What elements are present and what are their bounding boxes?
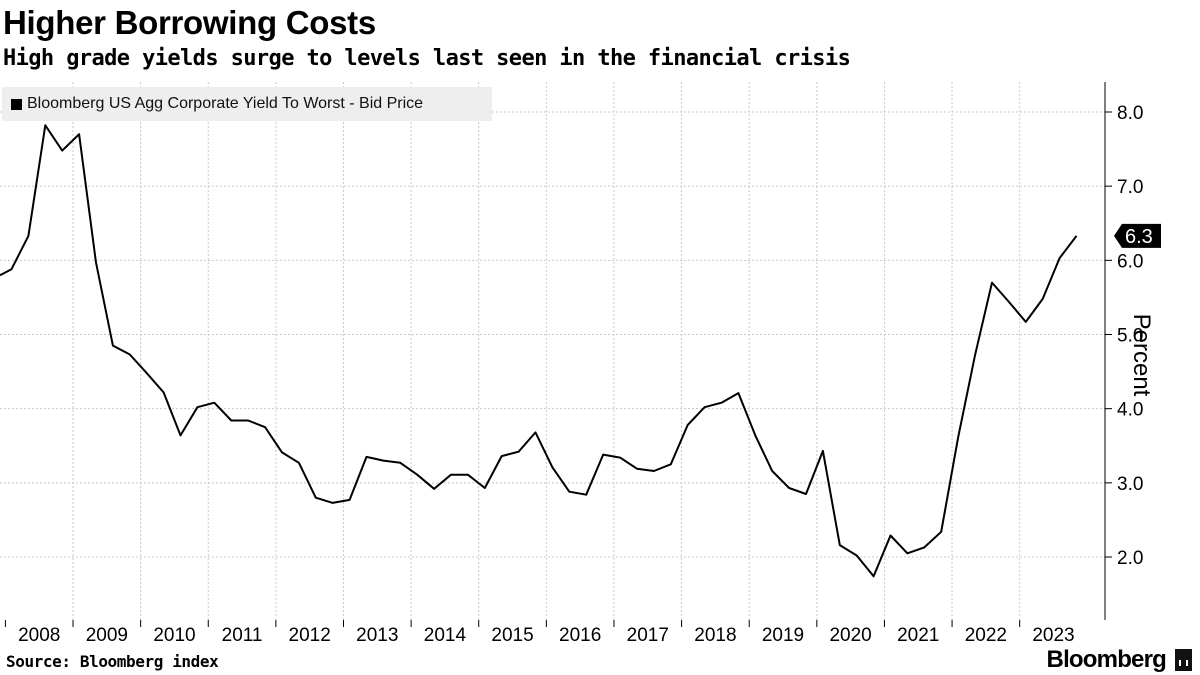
legend: Bloomberg US Agg Corporate Yield To Wors… [2,87,492,121]
x-tick-label: 2011 [222,625,263,646]
x-tick-label: 2016 [559,625,601,646]
terminal-icon [1175,649,1192,671]
y-tick-label: 5.0 [1117,326,1143,347]
y-axis-label: Percent [1128,313,1155,397]
y-tick-label: 8.0 [1117,103,1143,124]
x-tick-label: 2012 [289,625,331,646]
y-tick-label: 4.0 [1117,400,1143,421]
x-tick-label: 2015 [491,625,533,646]
chart-subtitle: High grade yields surge to levels last s… [3,46,851,71]
last-value-badge [1114,223,1161,248]
x-tick-label: 2017 [627,625,669,646]
source-note: Source: Bloomberg index [6,652,219,671]
brand-logo-text: Bloomberg [1046,646,1167,673]
x-tick-label: 2020 [829,625,871,646]
x-tick-label: 2023 [1032,625,1074,646]
y-tick-label: 3.0 [1117,474,1143,495]
chart-title: Higher Borrowing Costs [3,4,376,41]
x-tick-label: 2019 [762,625,804,646]
x-tick-label: 2010 [153,625,195,646]
y-tick-label: 6.0 [1117,251,1143,272]
x-tick-label: 2008 [18,625,60,646]
x-tick-label: 2013 [356,625,398,646]
legend-swatch [11,98,22,110]
x-tick-label: 2018 [694,625,736,646]
y-tick-label: 2.0 [1117,548,1143,569]
x-tick-label: 2014 [424,625,467,646]
y-tick-label: 7.0 [1117,177,1143,198]
legend-label: Bloomberg US Agg Corporate Yield To Wors… [27,95,424,112]
x-tick-label: 2009 [86,625,128,646]
x-tick-label: 2022 [965,625,1007,646]
last-value-label: 6.3 [1125,226,1153,248]
x-tick-label: 2021 [897,625,939,646]
series-line [0,124,1078,578]
